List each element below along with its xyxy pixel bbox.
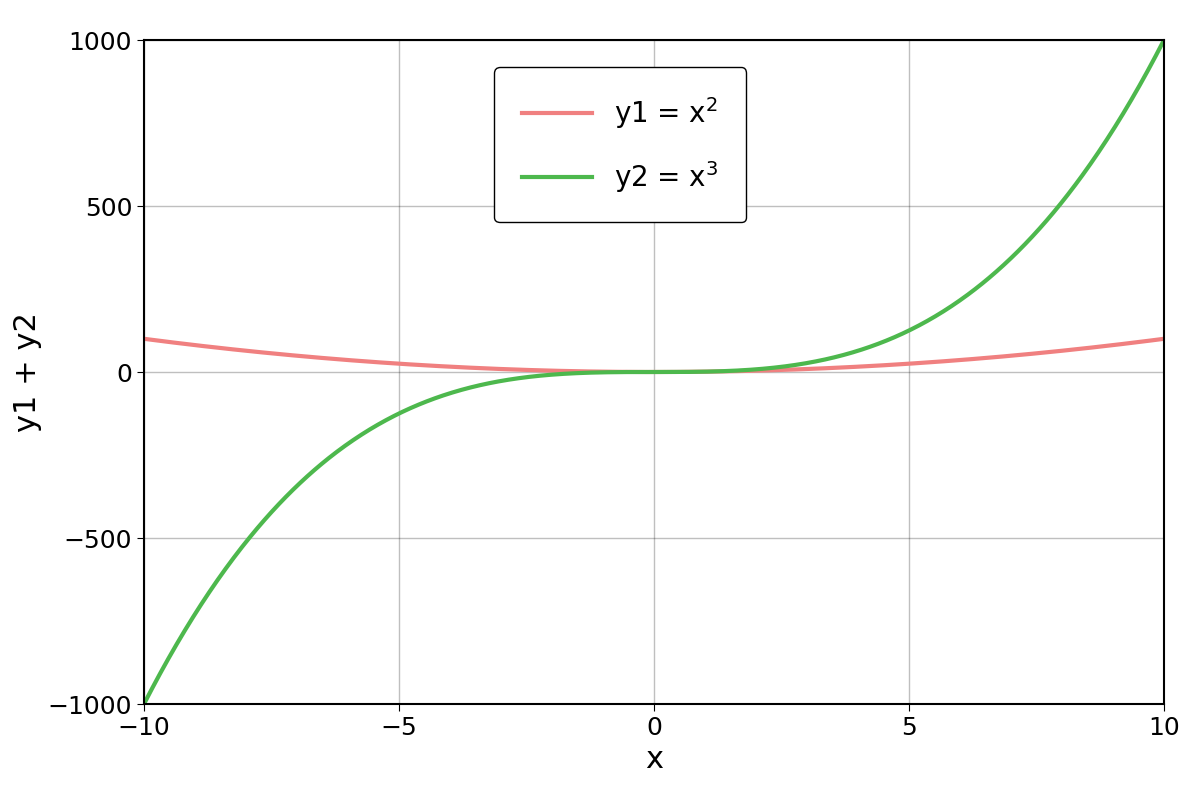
Legend: y1 = x$^2$, y2 = x$^3$: y1 = x$^2$, y2 = x$^3$ <box>494 67 746 222</box>
Y-axis label: y1 + y2: y1 + y2 <box>13 312 42 432</box>
X-axis label: x: x <box>646 746 662 774</box>
